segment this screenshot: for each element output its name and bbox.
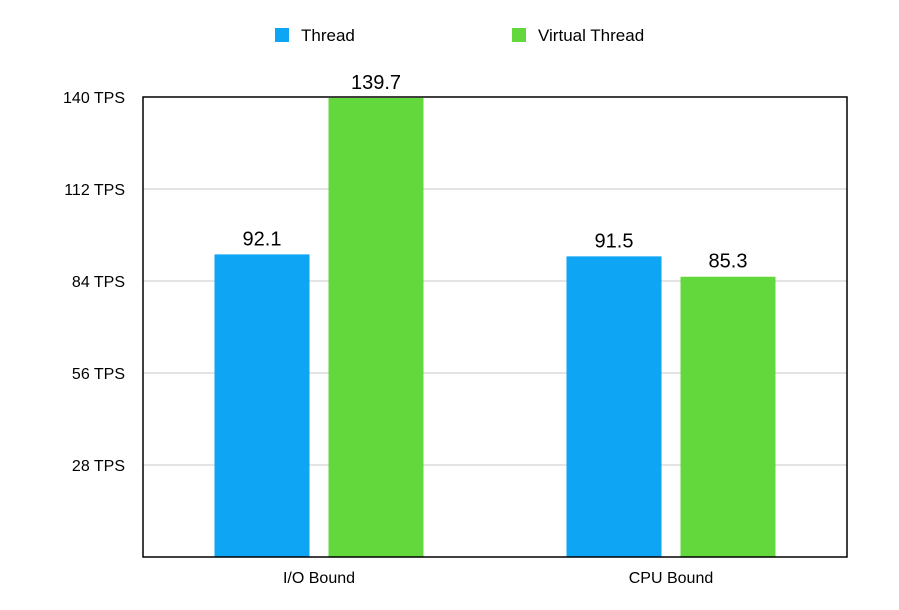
axes: 28 TPS 56 TPS 84 TPS 112 TPS 140 TPS I/O Boun…: [63, 90, 848, 587]
bar: [328, 97, 424, 557]
plot-frame: [142, 96, 848, 558]
data-label: 92.1: [243, 228, 282, 250]
y-tick-label: 112 TPS: [64, 182, 125, 199]
y-tick-label: 56 TPS: [72, 366, 125, 383]
data-label: 85.3: [709, 251, 748, 273]
legend-swatch: [512, 28, 526, 42]
x-tick-label: CPU Bound: [629, 570, 714, 587]
bar: [680, 276, 776, 557]
data-label: 91.5: [595, 230, 634, 252]
legend-label: Virtual Thread: [538, 26, 644, 45]
bar: [566, 256, 662, 557]
legend-label: Thread: [301, 26, 355, 45]
legend-swatch: [275, 28, 289, 42]
y-tick-label: 140 TPS: [63, 90, 125, 107]
legend: Thread Virtual Thread: [275, 26, 644, 45]
data-labels: 92.1 139.7 91.5 85.3: [243, 72, 748, 273]
data-label: 139.7: [351, 72, 401, 94]
bar: [214, 254, 310, 557]
x-tick-label: I/O Bound: [283, 570, 355, 587]
y-tick-label: 84 TPS: [72, 274, 125, 291]
bars: [214, 97, 776, 557]
y-tick-label: 28 TPS: [72, 458, 125, 475]
